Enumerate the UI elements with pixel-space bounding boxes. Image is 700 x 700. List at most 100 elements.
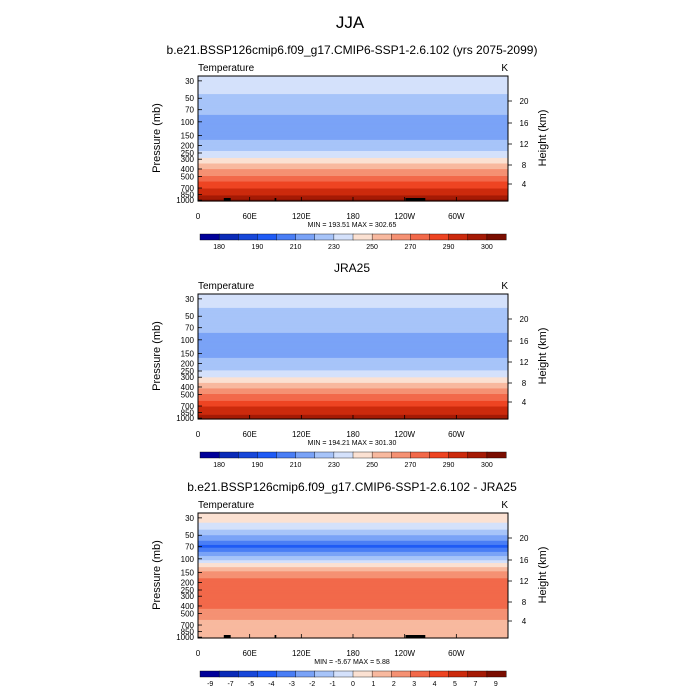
contour-band: [198, 532, 508, 535]
contour-band: [198, 588, 508, 590]
contour-band: [198, 314, 508, 317]
x-axis-ticks: 0 60E 120E 180 120W 60W: [196, 197, 465, 221]
colorbar-label: 1: [371, 681, 375, 688]
contour-band: [198, 540, 508, 543]
contour-band: [198, 128, 508, 131]
contour-band: [198, 526, 508, 529]
contour-band: [198, 184, 508, 187]
contour-band: [198, 152, 508, 155]
y-tick-label: 1000: [176, 633, 194, 642]
contour-band: [198, 564, 508, 567]
colorbar-swatch: [391, 670, 411, 678]
y-tick-label: 50: [185, 312, 194, 321]
contour-band: [198, 626, 508, 629]
x-axis-ticks: 0 60E 120E 180 120W 60W: [196, 634, 465, 658]
contour-band: [198, 85, 508, 88]
contour-band: [198, 105, 508, 108]
height-tick-label: 4: [522, 398, 527, 407]
contour-band: [198, 317, 508, 320]
height-axis-label: Height (km): [537, 328, 549, 385]
colorbar-swatch: [238, 670, 258, 678]
colorbar-label: 0: [351, 681, 355, 688]
contour-band: [198, 166, 508, 169]
contour-band: [198, 375, 508, 378]
contour-band: [198, 582, 508, 585]
contour-band: [198, 170, 508, 173]
contour-band: [198, 367, 508, 370]
contour-band: [198, 363, 508, 366]
colorbar-label: 210: [290, 244, 302, 251]
colorbar-label: 2: [392, 681, 396, 688]
contour-band: [198, 331, 508, 334]
topography-block: [223, 635, 231, 638]
contour-band: [198, 138, 508, 141]
colorbar-swatch: [238, 451, 258, 459]
height-tick-label: 20: [520, 534, 529, 543]
contour-band: [198, 310, 508, 313]
contour-band: [198, 188, 508, 191]
contour-band: [198, 391, 508, 394]
colorbar-swatch: [295, 451, 316, 459]
contour-band: [198, 603, 508, 606]
y-tick-label: 300: [181, 155, 195, 164]
contour-band: [198, 191, 508, 194]
contour-band: [198, 585, 508, 588]
contour-band: [198, 117, 508, 120]
y-tick-label: 700: [181, 402, 195, 411]
contour-band: [198, 631, 508, 634]
contour-band: [198, 546, 508, 549]
contour-band: [198, 576, 508, 579]
contour-band: [198, 180, 508, 183]
y-tick-label: 200: [181, 141, 195, 150]
contour-band: [198, 370, 508, 373]
height-tick-label: 12: [520, 358, 529, 367]
colorbar-swatch: [238, 233, 258, 241]
contour-band: [198, 321, 508, 324]
contour-band: [198, 177, 508, 180]
contour-band: [198, 88, 508, 91]
y-axis-label: Pressure (mb): [151, 540, 163, 610]
colorbar-swatch: [467, 451, 488, 459]
y-axis-label: Pressure (mb): [151, 321, 163, 391]
y-tick-label: 850: [181, 409, 195, 418]
contour-band: [198, 629, 508, 632]
contour-band: [198, 611, 508, 614]
colorbar-swatch: [295, 233, 316, 241]
contour-band: [198, 299, 508, 302]
colorbar-swatch: [314, 451, 335, 459]
contour-band: [198, 578, 508, 581]
contour-band: [198, 77, 508, 80]
colorbar-swatch: [218, 670, 239, 678]
contour-band: [198, 614, 508, 617]
colorbar-label: 210: [290, 462, 302, 469]
y-tick-label: 30: [185, 514, 194, 523]
contour-band: [198, 557, 508, 560]
contour-band: [198, 618, 508, 621]
contour-band: [198, 171, 508, 174]
colorbar-swatch: [448, 670, 469, 678]
height-tick-label: 12: [520, 577, 529, 586]
contour-band: [198, 99, 508, 102]
colorbar-label: -7: [227, 681, 233, 688]
contour-band: [198, 173, 508, 176]
units-label: K: [501, 500, 508, 511]
contour-band: [198, 332, 508, 335]
chart-panel-1: b.e21.BSSP126cmip6.f09_g17.CMIP6-SSP1-2.…: [151, 43, 549, 251]
contour-band: [198, 119, 508, 122]
contour-field: [198, 294, 508, 420]
contour-band: [198, 601, 508, 604]
contour-band: [198, 142, 508, 145]
contour-band: [198, 305, 508, 308]
contour-band: [198, 94, 508, 97]
contour-band: [198, 144, 508, 147]
y-tick-label: 500: [181, 391, 195, 400]
contour-band: [198, 610, 508, 613]
x-tick-label: 60W: [448, 430, 465, 439]
contour-band: [198, 80, 508, 83]
contour-band: [198, 544, 508, 547]
colorbar-swatch: [410, 670, 431, 678]
contour-band: [198, 613, 508, 615]
contour-band: [198, 387, 508, 390]
contour-band: [198, 316, 508, 319]
